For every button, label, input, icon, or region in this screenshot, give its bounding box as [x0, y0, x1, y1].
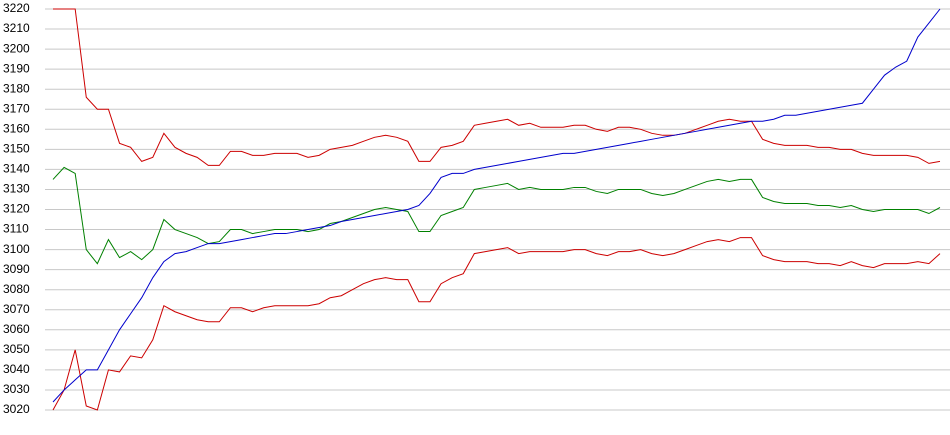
- y-tick-label: 3090: [3, 262, 30, 276]
- series-line: [53, 8, 941, 166]
- series-line: [52, 166, 941, 265]
- y-tick-label: 3020: [3, 402, 30, 416]
- y-tick-label: 3140: [3, 162, 30, 176]
- y-tick-label: 3040: [3, 362, 30, 376]
- y-tick-label: 3080: [3, 282, 30, 296]
- y-tick-label: 3170: [3, 101, 30, 115]
- y-tick-label: 3120: [3, 202, 30, 216]
- y-tick-label: 3200: [3, 41, 30, 55]
- y-tick-label: 3030: [3, 382, 30, 396]
- y-tick-label: 3150: [3, 142, 30, 156]
- y-tick-label: 3220: [3, 1, 30, 15]
- y-tick-label: 3070: [3, 302, 30, 316]
- y-tick-label: 3210: [3, 21, 30, 35]
- y-tick-label: 3190: [3, 61, 30, 75]
- series-line: [52, 8, 941, 403]
- y-tick-label: 3110: [3, 222, 29, 236]
- y-tick-label: 3180: [3, 81, 30, 95]
- y-tick-label: 3130: [3, 182, 30, 196]
- y-tick-label: 3050: [3, 342, 30, 356]
- y-tick-label: 3160: [3, 121, 30, 135]
- y-tick-label: 3060: [3, 322, 30, 336]
- series-line: [52, 237, 941, 411]
- y-tick-label: 3100: [3, 242, 30, 256]
